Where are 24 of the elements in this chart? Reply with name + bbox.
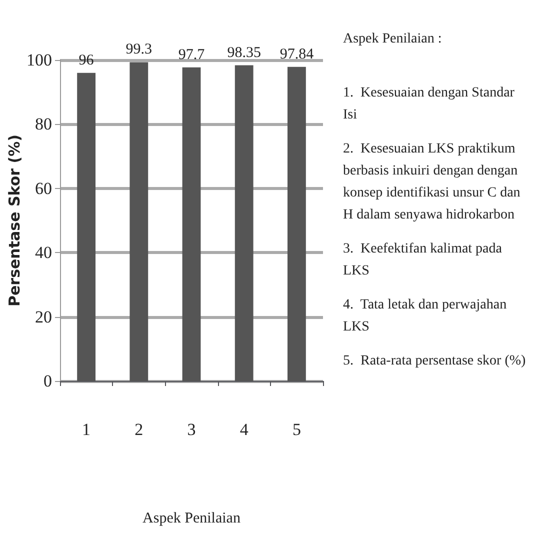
data-label: 98.35: [227, 44, 261, 61]
y-axis-title: Persentase Skor (%): [6, 134, 24, 307]
y-tick-label: 40: [35, 243, 52, 262]
x-tick-label: 1: [82, 420, 91, 439]
x-tick-label: 3: [187, 420, 196, 439]
text: 5. Rata-rata persentase skor (%): [343, 354, 526, 368]
data-label: 97.84: [280, 46, 314, 62]
text: 2. Kesesuaian LKS praktikum berbasis inkuiri dengan dengan konsep identifikasi unsur C dan H dalam senyawa hidrokarbon: [343, 142, 524, 222]
y-tick-label: 20: [35, 307, 52, 326]
text: 3. Keefektifan kalimat pada LKS: [343, 242, 506, 278]
x-tick-label: 2: [134, 420, 144, 439]
data-label: 97.7: [178, 46, 206, 63]
text: 4. Tata letak dan perwajahan LKS: [343, 298, 510, 334]
text: 1. Kesesuaian dengan Standar Isi: [343, 86, 518, 122]
y-tick-label: 100: [26, 50, 52, 70]
text: Aspek Penilaian :: [343, 32, 442, 46]
x-tick-label: 5: [292, 420, 301, 439]
y-tick-label: 60: [35, 178, 52, 198]
data-label: 99.3: [126, 42, 152, 58]
y-tick-label: 0: [44, 372, 52, 390]
y-tick-label: 80: [35, 114, 52, 134]
x-tick-label: 4: [240, 420, 249, 439]
x-axis-title: Aspek Penilaian: [142, 510, 241, 526]
data-label: 96: [78, 52, 94, 68]
